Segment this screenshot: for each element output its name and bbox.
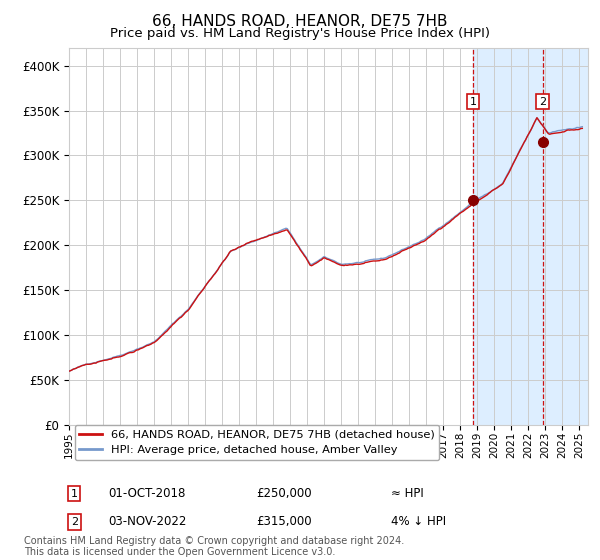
- Text: Contains HM Land Registry data © Crown copyright and database right 2024.
This d: Contains HM Land Registry data © Crown c…: [24, 535, 404, 557]
- Text: £250,000: £250,000: [256, 487, 311, 500]
- Text: 66, HANDS ROAD, HEANOR, DE75 7HB: 66, HANDS ROAD, HEANOR, DE75 7HB: [152, 14, 448, 29]
- Legend: 66, HANDS ROAD, HEANOR, DE75 7HB (detached house), HPI: Average price, detached : 66, HANDS ROAD, HEANOR, DE75 7HB (detach…: [74, 425, 439, 460]
- Bar: [473, 48, 587, 425]
- Text: 03-NOV-2022: 03-NOV-2022: [108, 515, 187, 529]
- Text: 2: 2: [539, 96, 546, 106]
- Text: Price paid vs. HM Land Registry's House Price Index (HPI): Price paid vs. HM Land Registry's House …: [110, 27, 490, 40]
- Text: 1: 1: [470, 96, 476, 106]
- Text: 1: 1: [71, 489, 77, 498]
- Text: 2: 2: [71, 517, 78, 527]
- Text: ≈ HPI: ≈ HPI: [391, 487, 424, 500]
- Text: 4% ↓ HPI: 4% ↓ HPI: [391, 515, 446, 529]
- Text: 01-OCT-2018: 01-OCT-2018: [108, 487, 185, 500]
- Text: £315,000: £315,000: [256, 515, 311, 529]
